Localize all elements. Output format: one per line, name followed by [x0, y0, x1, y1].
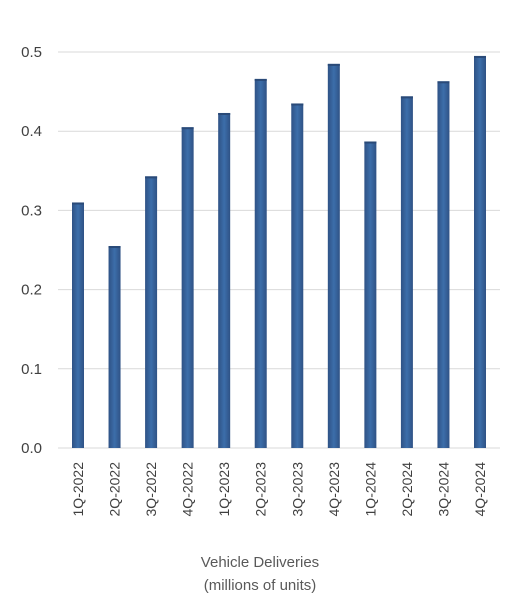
bar-top-edge — [364, 141, 377, 144]
bar — [400, 96, 413, 449]
x-tick-label: 2Q-2024 — [399, 462, 415, 517]
bar-top-edge — [218, 112, 231, 115]
x-tick-label: 3Q-2023 — [289, 462, 305, 517]
y-tick-label: 0.0 — [21, 440, 42, 457]
bar — [364, 141, 377, 448]
x-tick-label: 2Q-2023 — [253, 462, 269, 517]
y-tick-label: 0.1 — [21, 361, 42, 378]
bar-top-edge — [108, 246, 121, 249]
bar-top-edge — [437, 81, 450, 84]
x-axis-label-line-1: Vehicle Deliveries — [201, 554, 319, 571]
bar-top-edge — [327, 63, 340, 66]
bar — [72, 202, 84, 448]
bar — [108, 246, 121, 448]
bar — [181, 127, 194, 449]
x-tick-label: 4Q-2022 — [180, 462, 196, 517]
bar-top-edge — [400, 96, 413, 99]
bar — [474, 55, 486, 449]
x-tick-label: 1Q-2022 — [70, 462, 86, 517]
bar — [218, 112, 231, 448]
x-tick-label: 3Q-2024 — [435, 462, 451, 517]
bar-top-edge — [474, 55, 486, 58]
x-tick-label: 4Q-2024 — [472, 462, 488, 517]
x-axis-label-line-2: (millions of units) — [204, 577, 317, 594]
bar — [291, 103, 304, 448]
bar-top-edge — [254, 78, 267, 81]
x-tick-label: 3Q-2022 — [143, 462, 159, 517]
x-tick-label: 1Q-2023 — [216, 462, 232, 517]
bar — [145, 176, 158, 448]
x-tick-label: 4Q-2023 — [326, 462, 342, 517]
y-tick-label: 0.3 — [21, 202, 42, 219]
y-tick-label: 0.2 — [21, 282, 42, 299]
y-axis-ticks: 0.0 0.1 0.2 0.3 0.4 0.5 — [21, 44, 42, 457]
bars — [72, 55, 486, 449]
bar — [327, 63, 340, 448]
bar-top-edge — [181, 127, 194, 130]
y-tick-label: 0.4 — [21, 123, 42, 140]
bar — [437, 81, 450, 448]
bar — [254, 78, 267, 448]
x-tick-label: 2Q-2022 — [107, 462, 123, 517]
gridlines — [58, 51, 500, 449]
y-tick-label: 0.5 — [21, 44, 42, 61]
bar-top-edge — [72, 202, 84, 205]
bar-top-edge — [291, 103, 304, 106]
x-axis-ticks: 1Q-2022 2Q-2022 3Q-2022 4Q-2022 1Q-2023 2Q-20… — [70, 462, 488, 517]
x-tick-label: 1Q-2024 — [362, 462, 378, 517]
bar-top-edge — [145, 176, 158, 179]
